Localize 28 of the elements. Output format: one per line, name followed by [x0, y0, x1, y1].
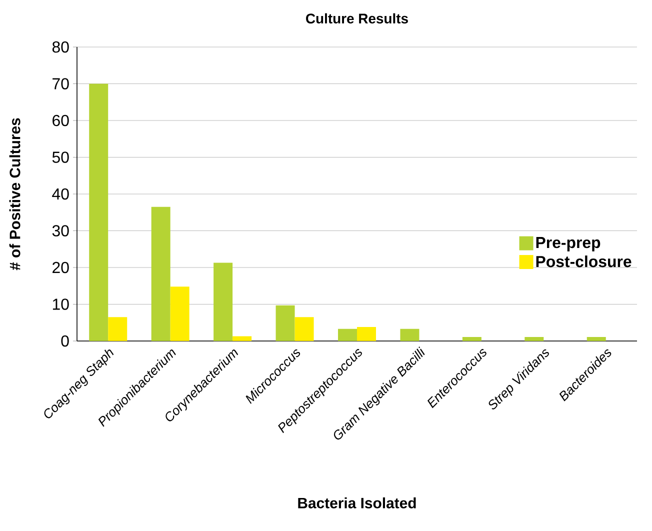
- bar: [276, 305, 295, 341]
- y-tick-label: 60: [52, 114, 69, 126]
- y-tick-label: 20: [52, 262, 69, 274]
- y-tick-label: 70: [52, 78, 69, 90]
- bar: [232, 336, 252, 341]
- bar: [586, 336, 606, 341]
- bar: [524, 336, 544, 341]
- bar: [214, 262, 233, 341]
- bar: [400, 328, 420, 341]
- y-axis-title: # of Positive Cultures: [9, 118, 20, 270]
- bar: [170, 286, 190, 341]
- bar: [356, 327, 376, 341]
- y-tick-label: 30: [52, 225, 69, 236]
- y-tick-label: 10: [52, 298, 69, 310]
- bar: [151, 206, 170, 341]
- bar: [338, 328, 357, 341]
- legend-label: Pre-prep: [536, 237, 600, 252]
- y-tick-label: 0: [61, 335, 69, 347]
- y-tick-label: 50: [52, 152, 69, 163]
- y-tick-label: 80: [52, 41, 69, 53]
- bar: [294, 317, 314, 341]
- bar: [108, 317, 128, 341]
- bar: [462, 336, 482, 341]
- y-tick-label: 40: [52, 188, 69, 200]
- bar: [89, 84, 108, 341]
- chart-title: Culture Results: [306, 13, 408, 24]
- legend-label: Post-closure: [536, 256, 632, 268]
- x-axis-title: Bacteria Isolated: [298, 497, 416, 508]
